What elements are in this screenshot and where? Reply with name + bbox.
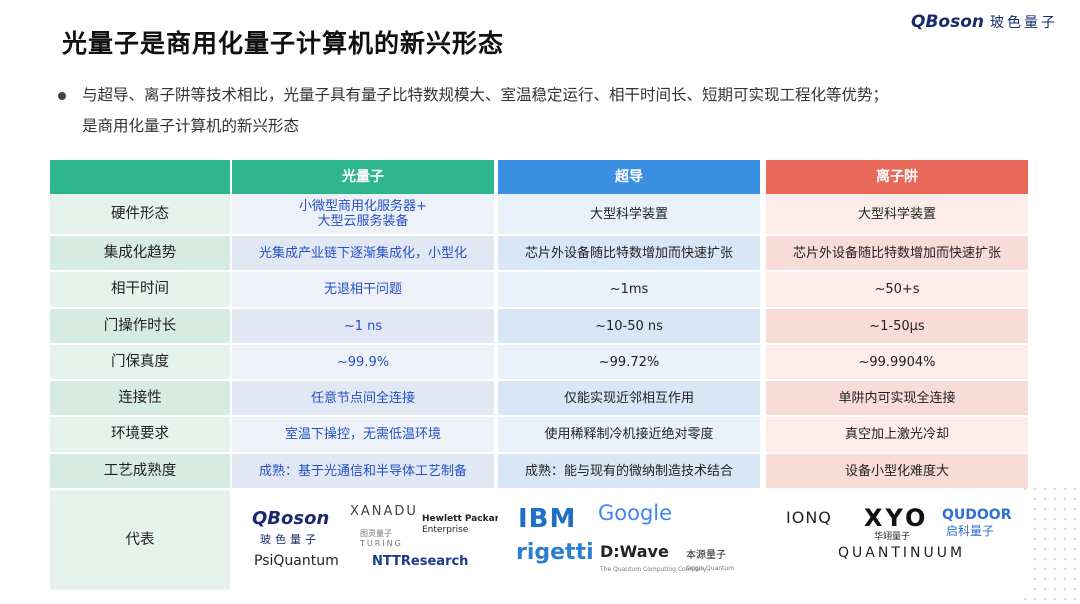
logo-cell: IONQ XYO 华翊量子 QUDOOR 启科量子 QUANTINUUM	[766, 490, 1028, 590]
logo-cell: QBoson 玻色量子 XANADU 图灵量子 TURING Hewlett Packar…	[232, 490, 506, 590]
table-cell: 使用稀释制冷机接近绝对零度	[498, 417, 760, 452]
row-label: 硬件形态	[50, 194, 230, 234]
row-label: 门保真度	[50, 345, 230, 379]
table-cell: 单阱内可实现全连接	[766, 381, 1028, 415]
bullet-line: 是商用化量子计算机的新兴形态	[82, 117, 300, 135]
table-cell: ~50+s	[766, 272, 1028, 307]
table-cell: 光集成产业链下逐渐集成化，小型化	[232, 236, 494, 270]
row-label: 环境要求	[50, 417, 230, 452]
table-cell: ~10-50 ns	[498, 309, 760, 343]
table-cell: 无退相干问题	[232, 272, 494, 307]
logo-text: 华翊量子	[874, 532, 911, 542]
table-cell: ~1 ns	[232, 309, 494, 343]
logo-text: D:Wave	[600, 542, 669, 561]
table-cell: 大型科学装置	[766, 194, 1028, 234]
row-label: 门操作时长	[50, 309, 230, 343]
table-cell: 任意节点间全连接	[232, 381, 494, 415]
logo-text: The Quantum Computing Company	[600, 566, 707, 573]
table-cell: ~99.9%	[232, 345, 494, 379]
logo-text: Google	[598, 501, 673, 525]
table-cell: 真空加上激光冷却	[766, 417, 1028, 452]
logo-text: QUANTINUUM	[838, 545, 966, 561]
table-cell: 成熟：基于光通信和半导体工艺制备	[232, 454, 494, 488]
table-cell: 芯片外设备随比特数增加而快速扩张	[766, 236, 1028, 270]
logo-text: 图灵量子	[360, 529, 392, 538]
table-cell: 仅能实现近邻相互作用	[498, 381, 760, 415]
logo-text: IBM	[518, 504, 577, 534]
header-cell	[50, 160, 230, 194]
logo-text: XANADU	[350, 504, 418, 519]
logo-text: NTTResearch	[372, 554, 469, 569]
title: 光量子是商用化量子计算机的新兴形态	[62, 29, 505, 58]
bullet-dot	[58, 92, 66, 100]
logo-text: rigetti	[516, 540, 594, 565]
logo-text: QUDOOR	[942, 507, 1012, 523]
logo-text: Origin Quantum	[686, 565, 735, 572]
bullet: 与超导、离子阱等技术相比，光量子具有量子比特数规模大、室温稳定运行、相干时间长、…	[58, 80, 888, 142]
logo-cell: IBM Google rigetti D:Wave The Quantum Comput…	[498, 490, 760, 590]
header-cell: 离子阱	[766, 160, 1028, 194]
logo-text: Hewlett Packard	[422, 514, 506, 524]
table-cell: 成熟：能与现有的微纳制造技术结合	[498, 454, 760, 488]
row-label: 连接性	[50, 381, 230, 415]
table-cell: 设备小型化难度大	[766, 454, 1028, 488]
logo-text: 启科量子	[946, 524, 995, 538]
row-label: 代表	[50, 490, 230, 590]
row-label: 相干时间	[50, 272, 230, 307]
table-cell: 小微型商用化服务器+ 大型云服务装备	[232, 194, 494, 234]
table-cell: 芯片外设备随比特数增加而快速扩张	[498, 236, 760, 270]
table-cell: 室温下操控，无需低温环境	[232, 417, 494, 452]
table-cell: ~1-50μs	[766, 309, 1028, 343]
logo-text: PsiQuantum	[254, 553, 339, 569]
bullet-line: 与超导、离子阱等技术相比，光量子具有量子比特数规模大、室温稳定运行、相干时间长、…	[82, 86, 889, 104]
logo-text: Enterprise	[422, 525, 469, 535]
logo-text: 本源量子	[686, 550, 726, 561]
decoration	[1020, 484, 1080, 604]
table-cell: ~99.9904%	[766, 345, 1028, 379]
logo-text: TURING	[360, 539, 403, 548]
row-label: 集成化趋势	[50, 236, 230, 270]
logo-text: XYO	[864, 504, 929, 532]
logo-text: IONQ	[786, 508, 832, 527]
brand-name: 玻色量子	[990, 15, 1058, 31]
brand-mark: QBoson	[911, 12, 984, 32]
table-cell: 大型科学装置	[498, 194, 760, 234]
header-cell: 超导	[498, 160, 760, 194]
logo-text: 玻色量子	[260, 533, 320, 546]
brand-logo: QBoson 玻色量子	[911, 12, 1058, 32]
row-label: 工艺成熟度	[50, 454, 230, 488]
logo-text: QBoson	[252, 508, 330, 529]
table-cell: ~99.72%	[498, 345, 760, 379]
header-cell: 光量子	[232, 160, 494, 194]
table-cell: ~1ms	[498, 272, 760, 307]
